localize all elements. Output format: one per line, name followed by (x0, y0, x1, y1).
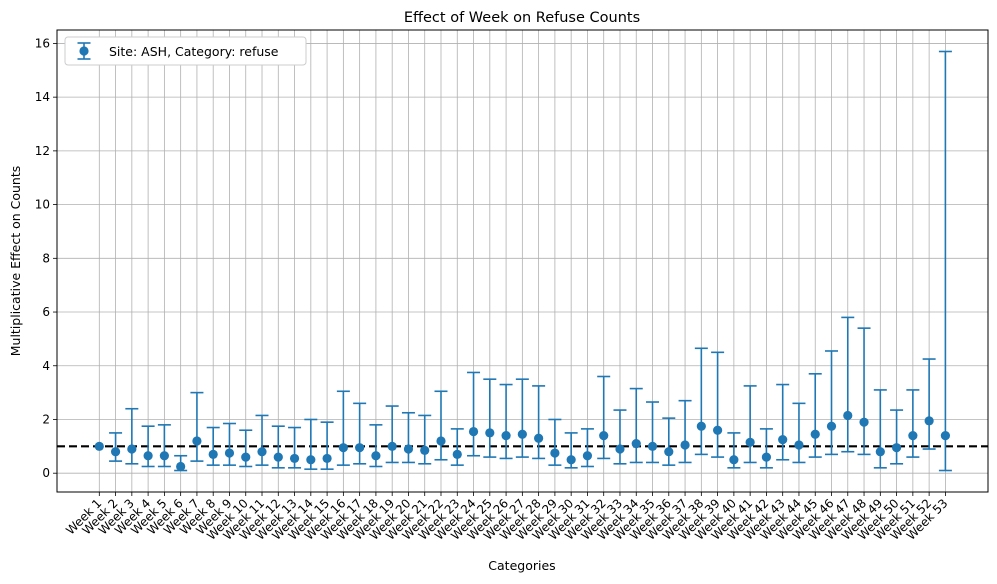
data-point (615, 444, 625, 454)
data-point (550, 448, 560, 458)
data-point (631, 439, 641, 449)
data-point (647, 441, 658, 451)
data-point (778, 435, 788, 445)
y-tick-label: 4 (42, 359, 50, 373)
y-tick-label: 16 (35, 36, 50, 50)
data-point (843, 410, 853, 421)
y-axis-label: Multiplicative Effect on Counts (8, 166, 23, 357)
data-point (338, 443, 348, 453)
data-point (403, 444, 414, 454)
data-point (192, 436, 202, 446)
data-point (826, 421, 837, 431)
data-point (680, 440, 690, 450)
data-point (534, 433, 544, 443)
data-point (664, 447, 674, 457)
data-point (241, 452, 251, 462)
y-tick-label: 12 (35, 144, 50, 158)
data-point (322, 453, 332, 464)
data-point (420, 445, 430, 455)
data-point (859, 417, 869, 427)
data-point (468, 426, 479, 437)
legend-point (79, 46, 89, 56)
data-point (908, 430, 918, 441)
data-point (110, 447, 121, 457)
y-tick-label: 8 (42, 251, 50, 265)
data-point (745, 437, 755, 447)
data-point (713, 425, 723, 435)
data-point (566, 455, 576, 465)
data-point (289, 453, 300, 464)
y-tick-label: 14 (35, 90, 50, 104)
data-point (143, 451, 153, 461)
data-point (761, 452, 772, 462)
data-point (387, 441, 397, 451)
data-point (208, 449, 218, 459)
y-axis-ticks: 0 2 4 6 8 10 12 14 16 (35, 36, 57, 480)
y-tick-label: 10 (35, 198, 50, 212)
data-point (127, 444, 137, 454)
data-point (599, 430, 609, 441)
data-point (940, 430, 951, 441)
data-marks (94, 50, 952, 472)
legend-label: Site: ASH, Category: refuse (109, 44, 279, 59)
data-point (891, 443, 902, 453)
data-point (355, 443, 365, 453)
chart-title: Effect of Week on Refuse Counts (404, 10, 640, 26)
data-point (582, 451, 593, 461)
data-point (729, 455, 739, 465)
data-point (924, 416, 934, 426)
legend: Site: ASH, Category: refuse (64, 36, 307, 66)
data-point (257, 447, 267, 457)
data-point (501, 430, 511, 441)
data-point (875, 447, 885, 457)
data-point (485, 428, 495, 438)
data-point (306, 455, 316, 465)
y-tick-label: 0 (42, 466, 50, 480)
data-point (94, 441, 104, 451)
legend-box (64, 36, 307, 66)
data-point (176, 461, 186, 472)
y-tick-label: 2 (42, 412, 50, 426)
data-point (224, 448, 235, 458)
data-point (436, 436, 446, 446)
data-point (273, 452, 283, 462)
data-point (696, 421, 706, 431)
legend-errorbar-marker (77, 42, 91, 60)
data-point (452, 449, 462, 459)
data-point (810, 429, 820, 439)
data-point (371, 451, 381, 461)
x-axis-label: Categories (488, 558, 555, 573)
y-tick-label: 6 (42, 305, 50, 319)
data-point (159, 451, 169, 461)
data-point (517, 429, 527, 439)
data-point (794, 440, 804, 450)
